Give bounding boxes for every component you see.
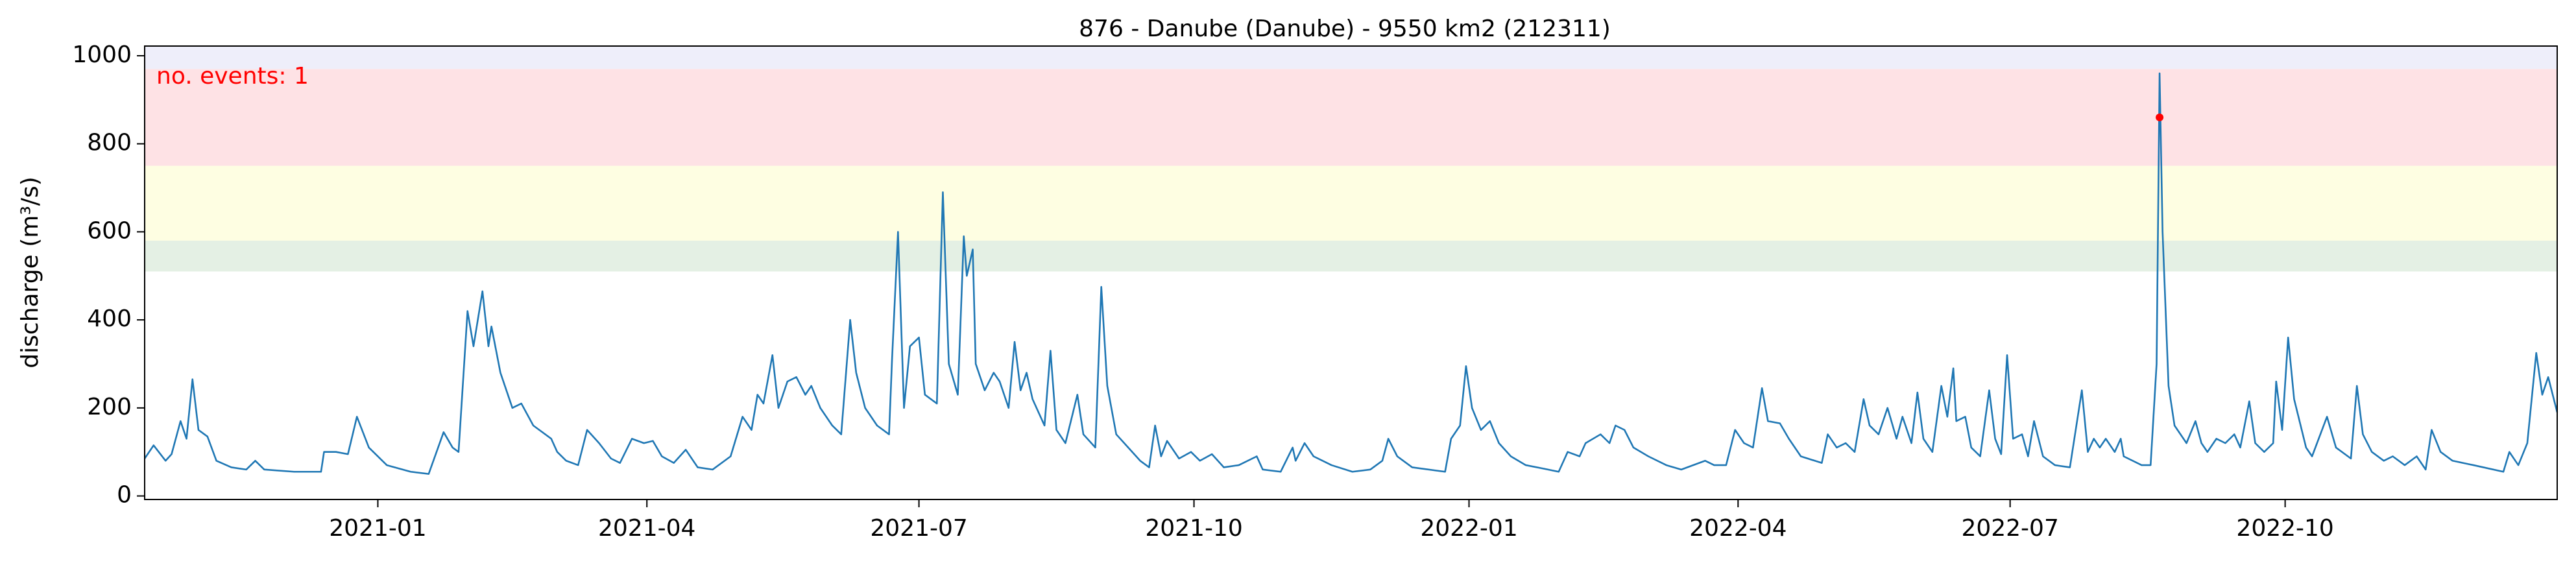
y-axis-label: discharge (m³/s) [17, 176, 43, 368]
x-tick-label: 2022-10 [2236, 515, 2333, 542]
x-tick-label: 2021-04 [598, 515, 695, 542]
event-count: no. events: 1 [156, 63, 309, 90]
x-tick-label: 2022-07 [1961, 515, 2058, 542]
x-tick-label: 2022-01 [1420, 515, 1517, 542]
threshold-band [145, 240, 2557, 272]
y-tick-label: 400 [87, 306, 132, 332]
threshold-band [145, 46, 2557, 69]
x-tick-label: 2021-01 [329, 515, 426, 542]
chart-title: 876 - Danube (Danube) - 9550 km2 (212311… [1079, 16, 1611, 42]
y-tick-label: 0 [117, 482, 132, 509]
x-tick-label: 2021-07 [870, 515, 967, 542]
y-tick-label: 600 [87, 217, 132, 244]
plot-frame [144, 45, 2558, 500]
y-tick-label: 800 [87, 130, 132, 156]
threshold-band [145, 69, 2557, 166]
discharge-line [143, 72, 2558, 475]
x-tick-label: 2022-04 [1689, 515, 1787, 542]
threshold-band [145, 165, 2557, 241]
y-tick-label: 1000 [72, 42, 132, 68]
event-marker [2156, 113, 2164, 121]
x-tick-label: 2021-10 [1145, 515, 1242, 542]
y-tick-label: 200 [87, 394, 132, 420]
